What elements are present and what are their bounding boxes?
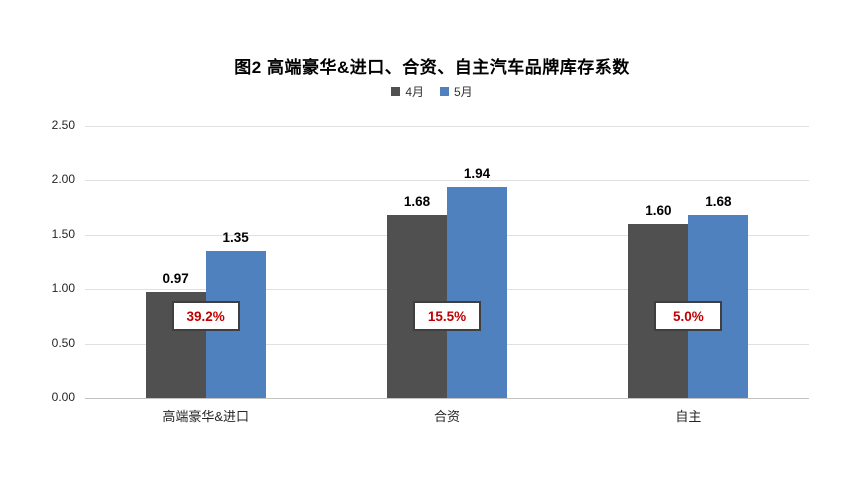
percent-badge: 5.0% — [654, 301, 723, 331]
legend-swatch-april — [391, 87, 401, 96]
gridline — [85, 180, 809, 182]
legend-item-april: 4月 — [391, 83, 424, 100]
value-label: 1.68 — [705, 194, 732, 209]
y-tick-label: 2.50 — [51, 118, 75, 132]
category-label: 自主 — [675, 409, 702, 424]
value-label: 1.35 — [222, 230, 249, 245]
legend-item-may: 5月 — [440, 83, 473, 100]
value-label: 1.60 — [645, 203, 672, 218]
chart-title: 图2 高端豪华&进口、合资、自主汽车品牌库存系数 — [234, 58, 630, 77]
y-tick-label: 1.50 — [51, 226, 75, 241]
x-axis-line — [85, 398, 809, 399]
legend-label-april: 4月 — [405, 85, 424, 99]
chart-legend: 4月 5月 — [0, 83, 864, 100]
y-tick-label: 0.50 — [51, 335, 75, 350]
gridline — [85, 126, 809, 127]
y-tick-label: 2.00 — [51, 172, 75, 187]
percent-badge: 39.2% — [171, 301, 240, 331]
value-label: 1.94 — [463, 166, 491, 181]
legend-swatch-may — [440, 87, 449, 96]
y-tick-label: 0.00 — [51, 390, 75, 404]
bar-may — [447, 187, 507, 398]
legend-label-may: 5月 — [454, 85, 473, 99]
y-tick-label: 1.00 — [51, 281, 75, 296]
category-label: 高端豪华&进口 — [162, 409, 249, 424]
plot-area: 2.50 2.00 1.50 1.00 0.50 0.00 0.97 1.35 39.2% 高端豪… — [52, 118, 809, 424]
percent-badge: 15.5% — [413, 301, 481, 331]
value-label: 0.97 — [162, 271, 189, 286]
category-label: 合资 — [433, 409, 460, 424]
value-label: 1.68 — [403, 194, 431, 209]
